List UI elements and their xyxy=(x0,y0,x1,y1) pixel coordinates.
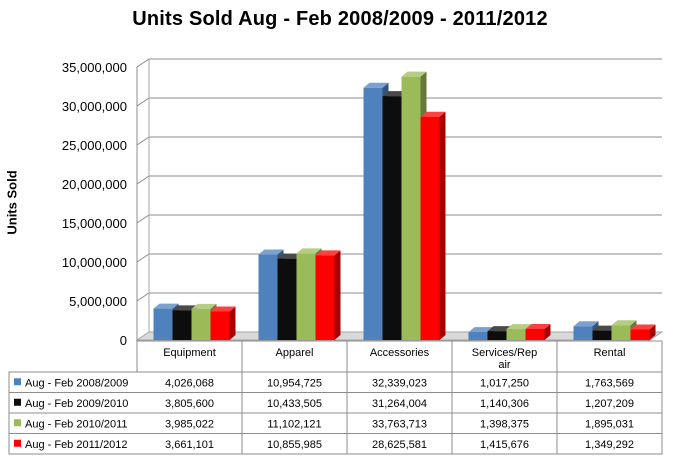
bar-top xyxy=(611,320,637,326)
data-label: 1,895,031 xyxy=(585,418,634,430)
category-label: Services/Rep xyxy=(472,347,537,359)
legend-swatch xyxy=(14,378,21,386)
bar xyxy=(401,76,421,340)
chart-title: Units Sold Aug - Feb 2008/2009 - 2011/20… xyxy=(132,8,548,30)
y-tick-label: 20,000,000 xyxy=(62,177,127,192)
bar-top xyxy=(525,323,551,329)
legend-swatch xyxy=(14,419,21,427)
data-label: 32,339,023 xyxy=(372,377,427,389)
bar xyxy=(420,116,440,341)
category-label: Accessories xyxy=(370,347,430,359)
legend-label: Aug - Feb 2009/2010 xyxy=(25,398,128,410)
data-label: 4,026,068 xyxy=(165,377,214,389)
bar-side xyxy=(334,250,341,340)
legend-swatch xyxy=(14,398,21,406)
category-label: Equipment xyxy=(163,347,216,359)
bar xyxy=(258,254,278,340)
data-label: 10,433,505 xyxy=(267,398,322,410)
data-label: 3,661,101 xyxy=(165,439,214,451)
legend-swatch xyxy=(14,439,21,447)
bar-top xyxy=(363,82,389,88)
bar-top xyxy=(382,91,408,97)
data-label: 3,805,600 xyxy=(165,398,214,410)
bar-top xyxy=(258,249,284,255)
data-label: 10,954,725 xyxy=(267,377,322,389)
data-label: 33,763,713 xyxy=(372,418,427,430)
bar-top xyxy=(506,324,532,330)
data-label: 1,763,569 xyxy=(585,377,634,389)
bar-side xyxy=(544,323,551,340)
bar-top xyxy=(191,303,217,309)
y-tick-label: 10,000,000 xyxy=(62,255,127,270)
bar-top xyxy=(420,111,446,117)
bar-side xyxy=(229,306,236,340)
y-tick-label: 30,000,000 xyxy=(62,99,127,114)
legend-label: Aug - Feb 2010/2011 xyxy=(25,418,128,430)
category-label: Rental xyxy=(594,347,626,359)
bar xyxy=(468,332,488,340)
bar xyxy=(296,253,316,340)
data-label: 1,207,209 xyxy=(585,398,634,410)
data-label: 1,398,375 xyxy=(480,418,529,430)
data-label: 11,102,121 xyxy=(267,418,321,430)
bar-top xyxy=(630,324,656,330)
bar xyxy=(506,329,526,340)
bar xyxy=(611,325,631,340)
y-tick-label: 5,000,000 xyxy=(69,294,127,309)
data-label: 10,855,985 xyxy=(267,439,322,451)
legend-label: Aug - Feb 2008/2009 xyxy=(25,377,128,389)
data-label: 1,017,250 xyxy=(480,377,529,389)
bar-top xyxy=(172,305,198,311)
bar-top xyxy=(468,327,494,333)
data-label: 3,985,022 xyxy=(165,418,214,430)
bar xyxy=(210,311,230,340)
bar xyxy=(592,330,612,340)
bar xyxy=(573,326,593,340)
bar xyxy=(630,329,650,340)
legend-label: Aug - Feb 2011/2012 xyxy=(25,439,128,451)
data-label: 1,140,306 xyxy=(480,398,529,410)
y-tick-label: 0 xyxy=(120,333,127,348)
bar xyxy=(382,96,402,340)
bar-top xyxy=(401,71,427,77)
category-label: Apparel xyxy=(276,347,314,359)
bar xyxy=(277,258,297,340)
y-tick-label: 15,000,000 xyxy=(62,216,127,231)
bar-top xyxy=(277,253,303,259)
bar-top xyxy=(210,306,236,312)
bar-top xyxy=(153,303,179,309)
data-label: 1,349,292 xyxy=(585,439,634,451)
bar xyxy=(363,87,383,341)
bar xyxy=(525,328,545,340)
category-label: air xyxy=(498,359,511,371)
bar-top xyxy=(296,248,322,254)
y-tick-label: 35,000,000 xyxy=(62,60,127,75)
bar-side xyxy=(649,324,656,340)
bar xyxy=(487,331,507,340)
bar xyxy=(191,308,211,340)
bar-side xyxy=(439,111,446,341)
bar-top xyxy=(487,326,513,332)
bar xyxy=(315,255,335,340)
bar-top xyxy=(573,321,599,327)
bar xyxy=(172,310,192,340)
data-label: 28,625,581 xyxy=(372,439,427,451)
bar-top xyxy=(315,250,341,256)
data-label: 1,415,676 xyxy=(480,439,529,451)
bar xyxy=(153,308,173,340)
data-label: 31,264,004 xyxy=(372,398,427,410)
bar-top xyxy=(592,325,618,331)
y-tick-label: 25,000,000 xyxy=(62,138,127,153)
